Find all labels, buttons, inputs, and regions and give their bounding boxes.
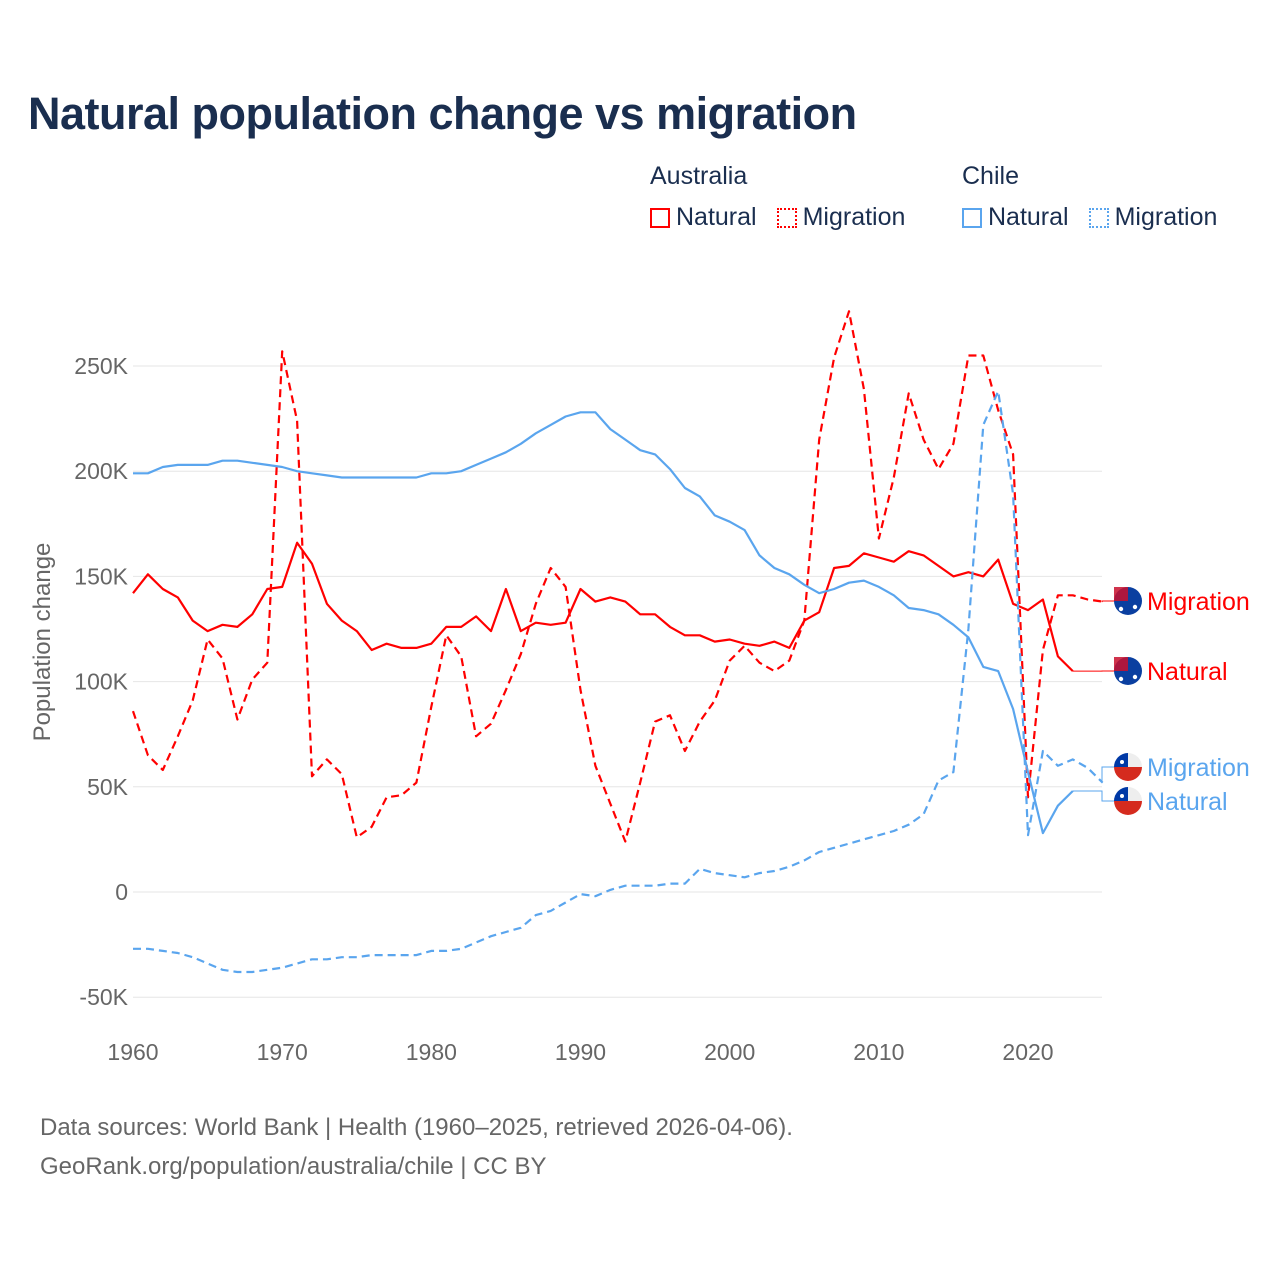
legend-swatch-solid <box>962 207 982 228</box>
chile-flag-icon <box>1114 787 1142 815</box>
source-line-1: Data sources: World Bank | Health (1960–… <box>40 1114 793 1141</box>
series-end-label: Migration <box>1147 754 1250 782</box>
legend-swatch-dashed <box>776 207 797 228</box>
legend-label: Migration <box>802 203 906 231</box>
y-tick-label: 150K <box>74 563 128 589</box>
y-tick-label: 0 <box>115 879 128 905</box>
legend-group-chile: Chile Natural Migration <box>962 162 1217 232</box>
x-tick-label: 2010 <box>853 1039 904 1065</box>
legend-item-chile-migration[interactable]: Migration <box>1088 203 1218 232</box>
label-connector <box>1101 766 1114 784</box>
x-tick-label: 1970 <box>257 1039 308 1065</box>
source-note: Data sources: World Bank | Health (1960–… <box>40 1108 793 1186</box>
y-tick-label: 200K <box>74 458 128 484</box>
legend-label: Natural <box>676 203 757 231</box>
legend-item-australia-natural[interactable]: Natural <box>650 203 757 232</box>
x-tick-label: 1990 <box>555 1039 606 1065</box>
x-tick-label: 1960 <box>107 1039 158 1065</box>
y-tick-label: -50K <box>79 984 128 1010</box>
series-line-australia-natural <box>132 541 1074 672</box>
x-tick-label: 2020 <box>1002 1039 1053 1065</box>
series-line-australia-migration <box>131 310 1103 843</box>
x-tick-label: 2000 <box>704 1039 755 1065</box>
series-end-label: Migration <box>1147 588 1250 616</box>
chart-title: Natural population change vs migration <box>28 88 857 139</box>
y-axis-label: Population change <box>29 543 56 742</box>
y-tick-label: 50K <box>87 774 129 800</box>
legend-swatch-solid <box>650 207 670 228</box>
legend-swatch-dashed <box>1088 207 1109 228</box>
australia-flag-icon <box>1114 587 1142 615</box>
australia-flag-icon <box>1114 657 1142 685</box>
chile-flag-icon <box>1114 753 1142 781</box>
label-connector <box>1072 790 1114 802</box>
series-end-label: Natural <box>1147 658 1228 686</box>
legend-label: Natural <box>988 203 1069 231</box>
label-connector <box>1101 600 1114 603</box>
legend-item-australia-migration[interactable]: Migration <box>776 203 906 232</box>
x-tick-label: 1980 <box>406 1039 457 1065</box>
series-line-chile-migration <box>133 390 1104 974</box>
series-end-label: Natural <box>1147 788 1228 816</box>
y-tick-label: 100K <box>74 669 128 695</box>
series-line-chile-natural <box>133 411 1074 835</box>
source-line-2[interactable]: GeoRank.org/population/australia/chile |… <box>40 1153 547 1180</box>
legend-country-label: Australia <box>650 162 748 190</box>
legend-item-chile-natural[interactable]: Natural <box>962 203 1069 232</box>
legend-country-label: Chile <box>962 162 1019 190</box>
legend-label: Migration <box>1114 203 1218 231</box>
legend-group-australia: Australia Natural Migration <box>650 162 905 232</box>
y-tick-label: 250K <box>74 353 128 379</box>
